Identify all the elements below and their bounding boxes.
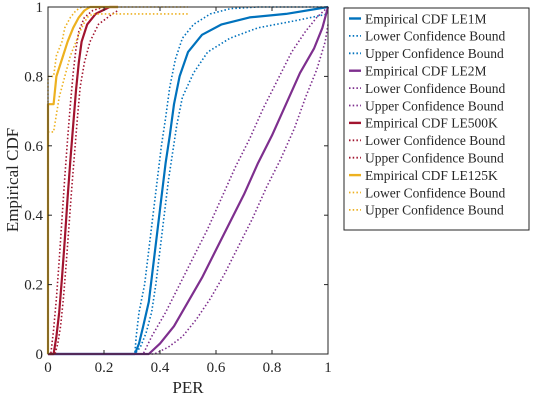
series-line-11 [47, 6, 188, 354]
legend-label-2: Upper Confidence Bound [365, 46, 504, 61]
series-line-3 [48, 6, 330, 356]
legend-label-8: Upper Confidence Bound [365, 151, 504, 166]
legend-label-6: Empirical CDF LE500K [365, 116, 498, 131]
y-axis-label: Empirical CDF [3, 128, 22, 232]
series-line-0 [48, 5, 329, 356]
y-tick-label: 0.2 [24, 278, 43, 294]
series-line-1 [48, 13, 329, 355]
legend-label-7: Lower Confidence Bound [365, 133, 505, 148]
legend: Empirical CDF LE1M Lower Confidence Bound… [343, 7, 530, 231]
legend-label-0: Empirical CDF LE1M [365, 11, 487, 26]
x-tick-label: 1 [324, 360, 332, 376]
series-line-4 [48, 24, 329, 355]
axis-ticks: 0 0.2 0.4 0.6 0.8 1 0 0.2 0.4 0.6 0.8 1 [24, 0, 332, 376]
series-line-9 [46, 5, 118, 354]
y-tick-label: 1 [36, 0, 44, 16]
x-tick-label: 0.6 [207, 360, 226, 376]
legend-label-11: Upper Confidence Bound [365, 203, 504, 218]
x-axis-label: PER [172, 378, 204, 397]
y-tick-label: 0.6 [24, 139, 43, 155]
series-line-7 [48, 9, 119, 355]
plot-frame [47, 6, 329, 355]
series-line-10 [47, 13, 188, 354]
x-tick-label: 0.2 [95, 360, 114, 376]
y-tick-label: 0 [36, 347, 44, 363]
legend-label-9: Empirical CDF LE125K [365, 168, 498, 183]
legend-label-3: Empirical CDF LE2M [365, 64, 487, 79]
y-tick-label: 0.4 [24, 208, 43, 224]
legend-label-10: Lower Confidence Bound [365, 185, 505, 200]
x-tick-label: 0 [44, 360, 52, 376]
plot-lines [46, 5, 330, 356]
legend-label-1: Lower Confidence Bound [365, 29, 505, 44]
y-tick-label: 0.8 [24, 69, 43, 85]
series-line-2 [48, 6, 328, 355]
series-line-5 [48, 6, 329, 355]
x-tick-label: 0.4 [151, 360, 170, 376]
legend-label-5: Upper Confidence Bound [365, 98, 504, 113]
x-tick-label: 0.8 [263, 360, 282, 376]
series-line-6 [48, 5, 118, 356]
legend-label-4: Lower Confidence Bound [365, 81, 505, 96]
legend-box [343, 7, 530, 231]
